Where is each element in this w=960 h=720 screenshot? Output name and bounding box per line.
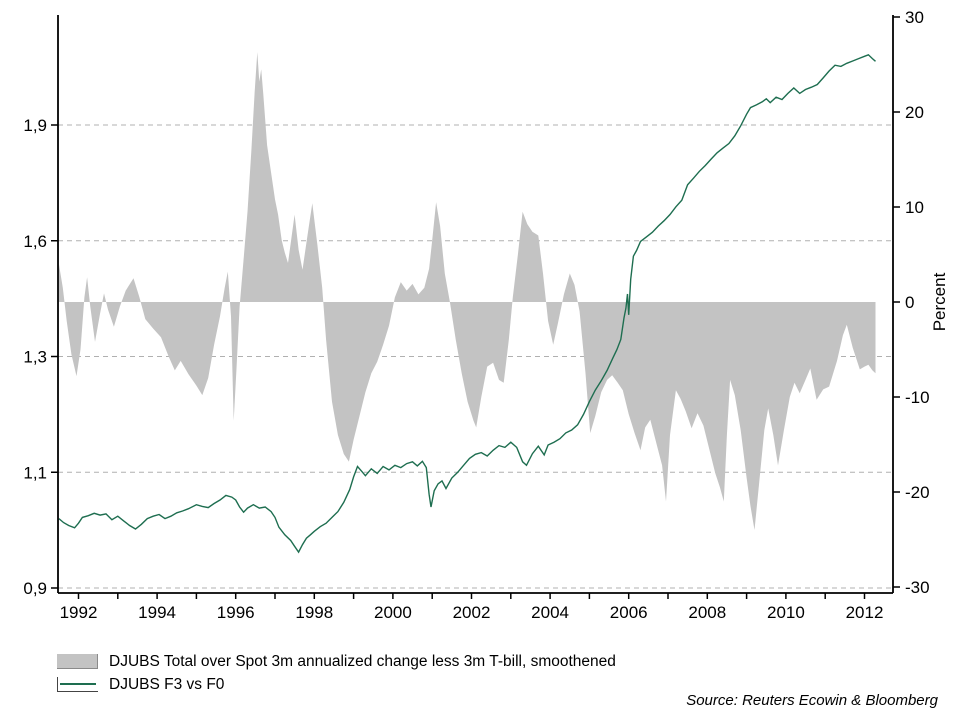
legend-label-area: DJUBS Total over Spot 3m annualized chan… [109, 652, 616, 670]
left-axis-label: 1,6 [23, 232, 47, 251]
area-series-djubs-total [58, 52, 876, 530]
x-axis-label: 2002 [453, 603, 491, 622]
left-axis-label: 0,9 [23, 579, 47, 598]
right-axis-label: 10 [905, 198, 924, 217]
left-axis-ticks: 1,9 1,6 1,3 1,1 0,9 [23, 116, 58, 598]
left-axis-label: 1,3 [23, 348, 47, 367]
x-axis-label: 1994 [138, 603, 176, 622]
line-series-djubs-f3-f0 [58, 53, 876, 554]
x-axis-label: 2008 [688, 603, 726, 622]
x-axis-label: 2012 [846, 603, 884, 622]
legend-item-line: DJUBS F3 vs F0 [57, 673, 616, 696]
right-axis-ticks: 30 20 10 0 -10 -20 -30 [893, 8, 930, 597]
x-axis-label: 1996 [217, 603, 255, 622]
x-axis-label: 2000 [374, 603, 412, 622]
gray-area-swatch [57, 654, 98, 669]
x-axis-ticks: 1992 1994 1996 1998 2000 2002 2004 2006 2008 2010… [60, 593, 884, 622]
x-axis-label: 2006 [610, 603, 648, 622]
left-axis-label: 1,9 [23, 116, 47, 135]
x-axis-label: 2010 [767, 603, 805, 622]
x-axis-label: 1992 [60, 603, 98, 622]
green-line-swatch [57, 677, 98, 692]
left-axis-label: 1,1 [23, 463, 47, 482]
legend-label-line: DJUBS F3 vs F0 [109, 675, 225, 693]
right-axis-label: -20 [905, 483, 930, 502]
source-note: Source: Reuters Ecowin & Bloomberg [686, 692, 938, 709]
right-axis-label: 0 [905, 293, 914, 312]
x-axis-label: 2004 [531, 603, 569, 622]
legend-item-area: DJUBS Total over Spot 3m annualized chan… [57, 650, 616, 673]
line-glyph [60, 683, 96, 685]
legend: DJUBS Total over Spot 3m annualized chan… [57, 650, 616, 696]
right-axis-label: 20 [905, 103, 924, 122]
x-axis-label: 1998 [295, 603, 333, 622]
right-axis-label: 30 [905, 8, 924, 27]
right-axis-label: -30 [905, 578, 930, 597]
right-axis-title: Percent [930, 272, 949, 331]
right-axis-label: -10 [905, 388, 930, 407]
